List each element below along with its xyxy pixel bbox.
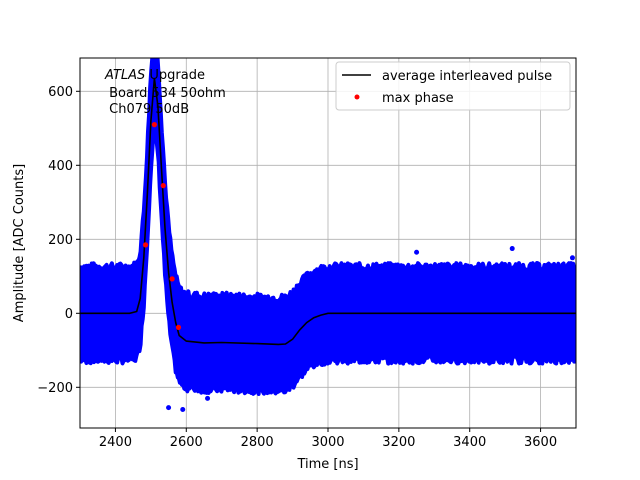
x-tick-label: 2400 — [99, 435, 132, 450]
legend-box — [335, 61, 571, 111]
x-tick-label: 3400 — [453, 435, 486, 450]
y-tick-label: 0 — [65, 307, 73, 322]
annotation-channel: Ch079 50dB — [105, 102, 189, 117]
y-tick-label: −200 — [37, 381, 73, 396]
annotation-upgrade-word: Upgrade — [145, 68, 205, 83]
scatter-outlier-point — [509, 246, 515, 252]
x-tick-label: 2600 — [170, 435, 203, 450]
average-pulse-line — [80, 78, 576, 346]
max-phase-point — [160, 183, 166, 189]
svg-text:ATLAS Upgrade: ATLAS Upgrade — [104, 68, 205, 83]
atlas-annotation: ATLAS Upgrade Board 534 50ohm Ch079 50dB — [104, 68, 226, 117]
scatter-outlier-point — [180, 407, 186, 412]
max-phase-point — [142, 242, 149, 248]
legend-label-average-pulse: average interleaved pulse — [382, 69, 552, 84]
y-axis-label: Amplitude [ADC Counts] — [12, 164, 27, 322]
legend-label-max-phase: max phase — [382, 91, 454, 106]
max-phase-point — [169, 276, 175, 282]
y-tick-label: 200 — [48, 233, 73, 248]
annotation-atlas-word: ATLAS — [104, 68, 145, 83]
legend: average interleaved pulse max phase — [335, 61, 571, 111]
y-tick-label: 600 — [48, 85, 73, 100]
grid — [80, 58, 576, 428]
y-axis-ticks: −200 0 200 400 600 — [37, 85, 80, 396]
x-tick-label: 3000 — [311, 435, 344, 450]
x-tick-label: 2800 — [241, 435, 274, 450]
x-axis-ticks: 2400 2600 2800 3000 3200 3400 3600 — [99, 428, 557, 450]
scatter-outlier-point — [205, 395, 211, 401]
max-phase-point — [151, 122, 157, 128]
x-tick-label: 3200 — [382, 435, 415, 450]
legend-point-swatch — [354, 94, 360, 100]
y-tick-label: 400 — [48, 159, 73, 174]
scatter-outlier-point — [166, 405, 172, 411]
average-pulse-path — [80, 78, 576, 346]
scatter-outlier-point — [414, 249, 420, 255]
scatter-outlier-point — [569, 255, 575, 261]
max-phase-points — [142, 122, 182, 330]
x-tick-label: 3600 — [524, 435, 557, 450]
annotation-board: Board 534 50ohm — [105, 86, 226, 101]
x-axis-label: Time [ns] — [296, 457, 358, 472]
scatter-band — [80, 58, 576, 412]
noise-band — [80, 58, 576, 396]
max-phase-point — [175, 324, 182, 330]
